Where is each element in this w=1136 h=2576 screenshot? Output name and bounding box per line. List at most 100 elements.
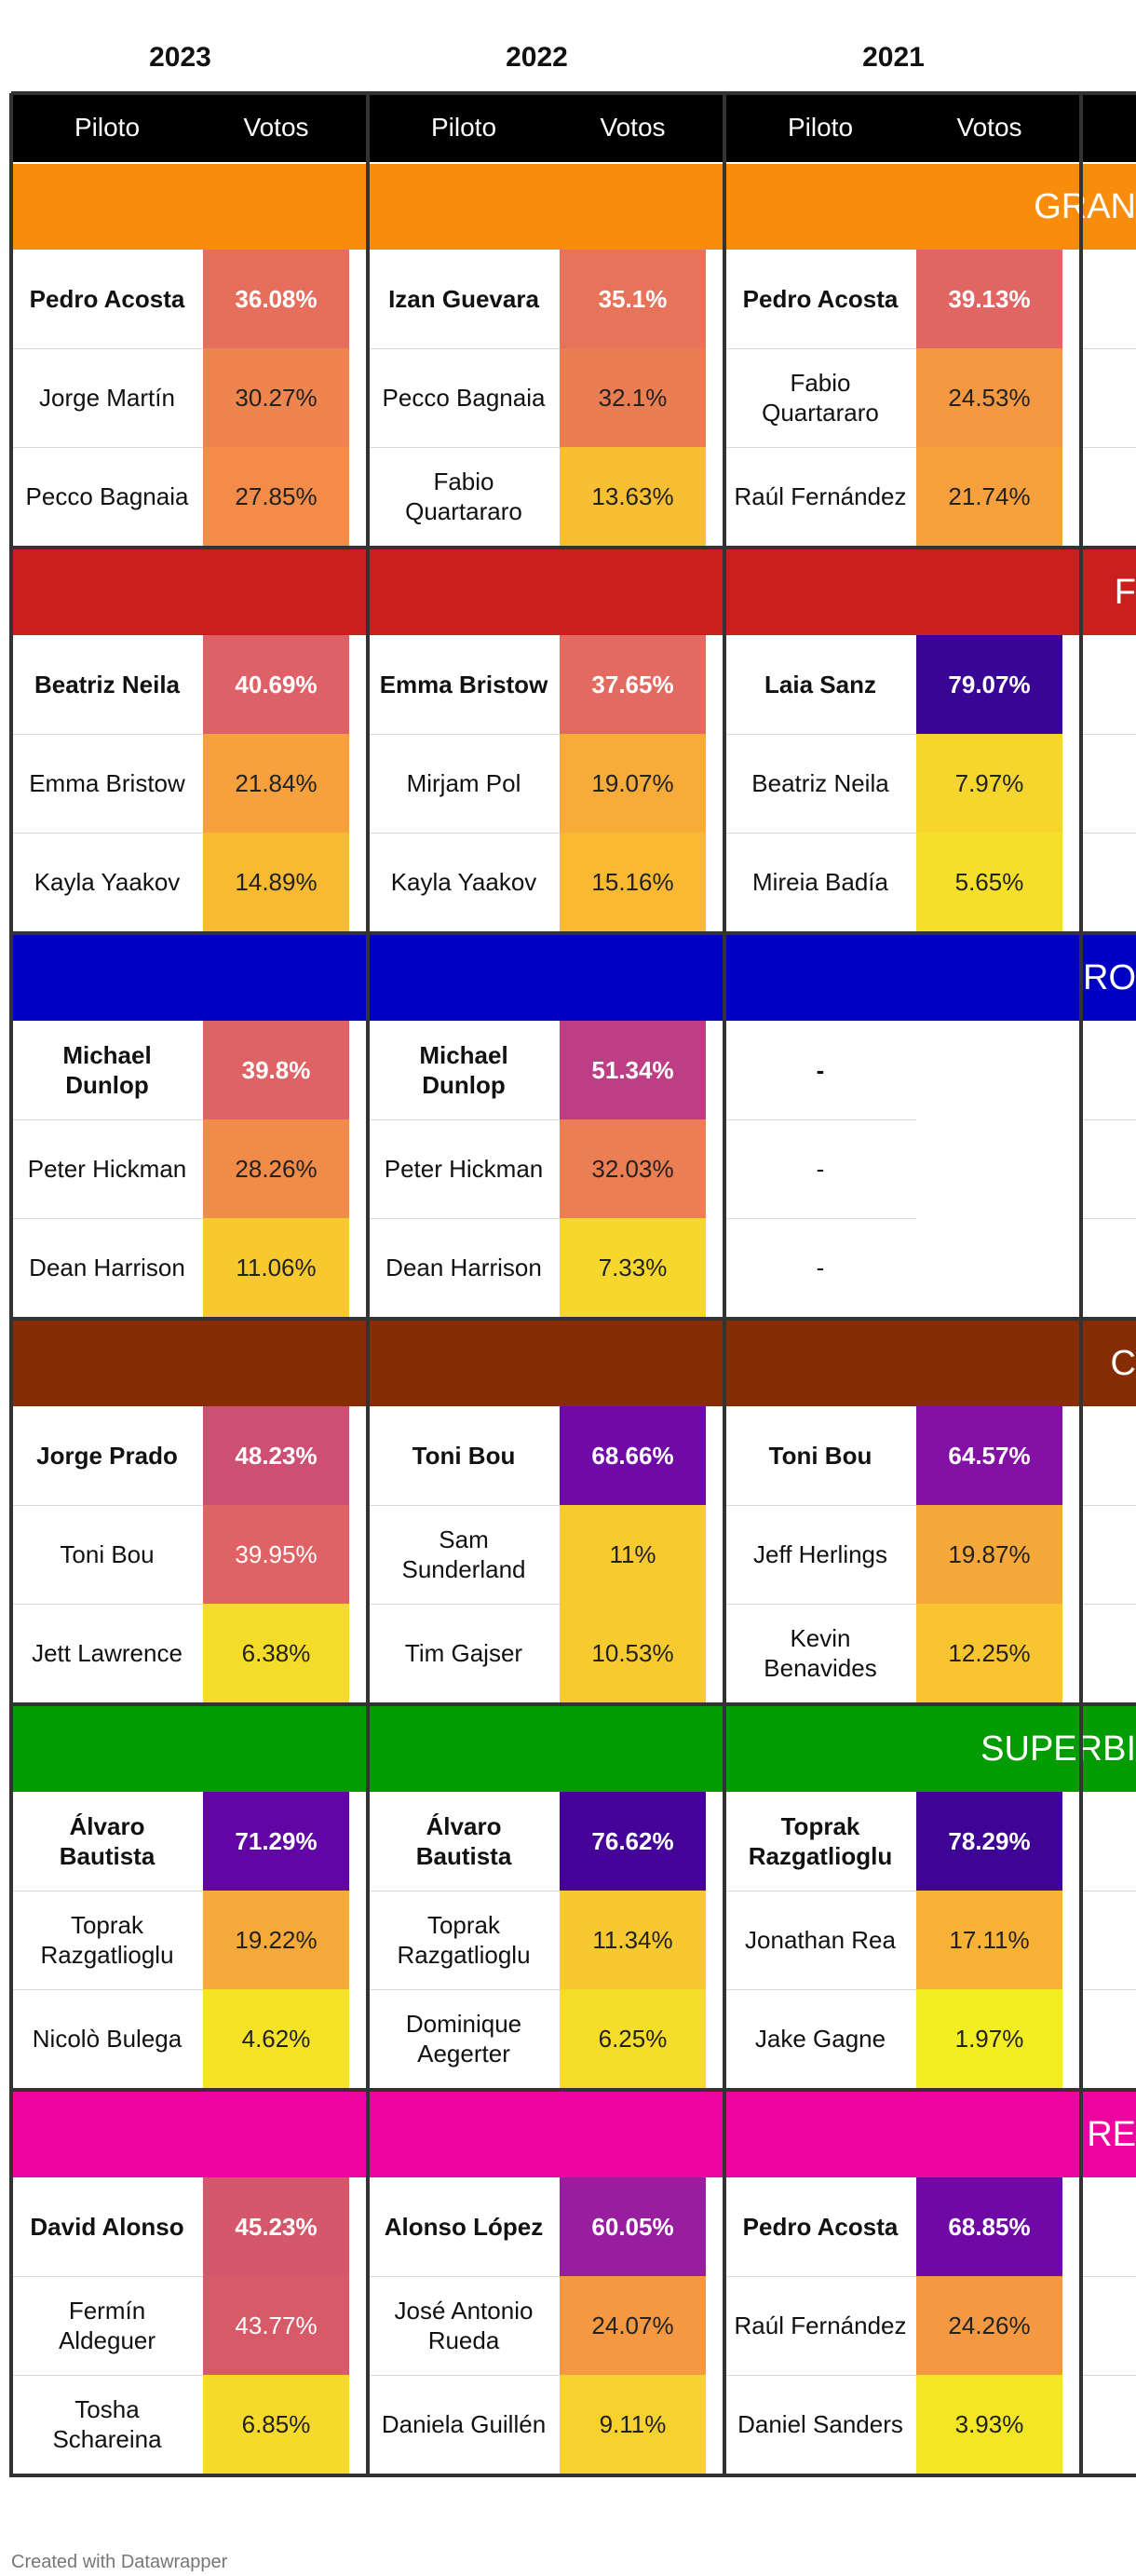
row-divider <box>11 1604 203 1605</box>
pilot-name: Peter Hickman <box>27 1155 187 1183</box>
pilot-name: Daniela Guillén <box>381 2410 547 2438</box>
vote-share: 40.69% <box>203 635 349 734</box>
row-divider <box>1081 1218 1136 1219</box>
vote-share: 39.13% <box>916 250 1062 348</box>
row-divider <box>368 833 560 834</box>
section-divider <box>11 546 1136 549</box>
vote-share: 19.87% <box>916 1505 1062 1604</box>
pilot-name: Pedro Acosta <box>742 285 899 313</box>
section-divider <box>11 931 1136 935</box>
year-header: 2022 <box>506 42 568 73</box>
vote-share: 48.23% <box>203 1406 349 1505</box>
column-header-piloto: Piloto <box>787 113 854 142</box>
vote-share: 68.85% <box>916 2177 1062 2276</box>
pilot-name: Raúl Fernández <box>734 2312 907 2339</box>
pilot-name: Pedro Acosta <box>742 2213 899 2241</box>
vote-share: 11.34% <box>560 1891 706 1989</box>
pilot-name <box>1081 1021 1136 1119</box>
section-divider <box>11 2088 1136 2092</box>
category-band: F <box>11 549 1136 635</box>
vote-share: 7.33% <box>560 1218 706 1317</box>
pilot-name: S G <box>1081 734 1136 833</box>
pilot-name: Pedro Acosta <box>29 285 185 313</box>
vote-share: 6.25% <box>560 1989 706 2088</box>
vote-share <box>916 1119 1062 1218</box>
pilot-name: Raúl Fernández <box>734 482 907 510</box>
row-divider <box>724 833 916 834</box>
row-divider <box>368 734 560 735</box>
row-divider <box>368 2375 560 2376</box>
pilot-name <box>1081 1218 1136 1317</box>
vote-share: 68.66% <box>560 1406 706 1505</box>
pilot-name: Be N <box>1081 833 1136 931</box>
row-divider <box>724 348 916 349</box>
vote-share: 4.62% <box>203 1989 349 2088</box>
pilot-name: Dominique Aegerter <box>405 2010 522 2068</box>
pilot-name: Jonathan Rea <box>745 1926 896 1954</box>
row-divider <box>368 1218 560 1219</box>
vote-share: 14.89% <box>203 833 349 931</box>
row-divider <box>724 2375 916 2376</box>
row-divider <box>368 2276 560 2277</box>
group-divider <box>9 93 13 2477</box>
pilot-name: Ar Lo <box>1081 1891 1136 1989</box>
pilot-name: Tim Gajser <box>404 1639 523 1667</box>
vote-share: 24.07% <box>560 2276 706 2375</box>
pilot-name: David Alonso <box>30 2213 184 2241</box>
pilot-name: Jorge Prado <box>36 1442 178 1470</box>
vote-share: 37.65% <box>560 635 706 734</box>
row-divider <box>1081 1604 1136 1605</box>
row-divider <box>11 2276 203 2277</box>
row-divider <box>1081 2375 1136 2376</box>
row-divider <box>724 1218 916 1219</box>
pilot-name: I Gu <box>1081 2177 1136 2276</box>
row-divider <box>1081 1989 1136 1990</box>
pilot-name: Toprak Razgatlioglu <box>748 1812 893 1870</box>
category-band: RO <box>11 935 1136 1021</box>
row-divider <box>724 1505 916 1506</box>
vote-share: 10.53% <box>560 1604 706 1702</box>
vote-share: 64.57% <box>916 1406 1062 1505</box>
vote-share: 11% <box>560 1505 706 1604</box>
pilot-name: Peter Hickman <box>384 1155 544 1183</box>
pilot-name: Laia Sanz <box>764 671 876 698</box>
vote-share: 15.16% <box>560 833 706 931</box>
pilot-name: Michael Dunlop <box>62 1041 152 1099</box>
vote-share: 21.74% <box>916 447 1062 546</box>
pilot-name: Kevin Benavides <box>764 1624 877 1682</box>
pilot-name: Alonso López <box>384 2213 544 2241</box>
vote-share: 39.95% <box>203 1505 349 1604</box>
pilot-name: Mirjam Pol <box>406 769 521 797</box>
row-divider <box>1081 1505 1136 1506</box>
row-divider <box>724 2276 916 2277</box>
row-divider <box>724 1989 916 1990</box>
row-divider <box>724 1119 916 1120</box>
vote-share: 11.06% <box>203 1218 349 1317</box>
category-band: C <box>11 1321 1136 1406</box>
row-divider <box>11 1218 203 1219</box>
pilot-name: G <box>1081 1604 1136 1702</box>
year-header: 2021 <box>862 42 925 73</box>
row-divider <box>368 1505 560 1506</box>
vote-share: 6.38% <box>203 1604 349 1702</box>
pilot-name: Emma Bristow <box>379 671 548 698</box>
category-label: GRAN <box>1034 187 1136 226</box>
group-divider <box>366 93 370 2477</box>
column-header-votos: Votos <box>243 113 309 142</box>
pilot-name: S Re <box>1081 1989 1136 2088</box>
row-divider <box>11 348 203 349</box>
pilot-name: Toni Bou <box>768 1442 872 1470</box>
row-divider <box>11 2375 203 2376</box>
vote-share: 7.97% <box>916 734 1062 833</box>
vote-share: 21.84% <box>203 734 349 833</box>
row-divider <box>11 734 203 735</box>
pilot-name: Jake Gagne <box>754 2025 886 2053</box>
row-divider <box>368 1119 560 1120</box>
category-label: RO <box>1083 958 1136 997</box>
vote-share: 13.63% <box>560 447 706 546</box>
pilot-name: - <box>816 1155 825 1183</box>
vote-share <box>916 1021 1062 1119</box>
pilot-name: Pecco Bagnaia <box>25 482 189 510</box>
vote-share: 51.34% <box>560 1021 706 1119</box>
pilot-name: Emma Bristow <box>29 769 185 797</box>
